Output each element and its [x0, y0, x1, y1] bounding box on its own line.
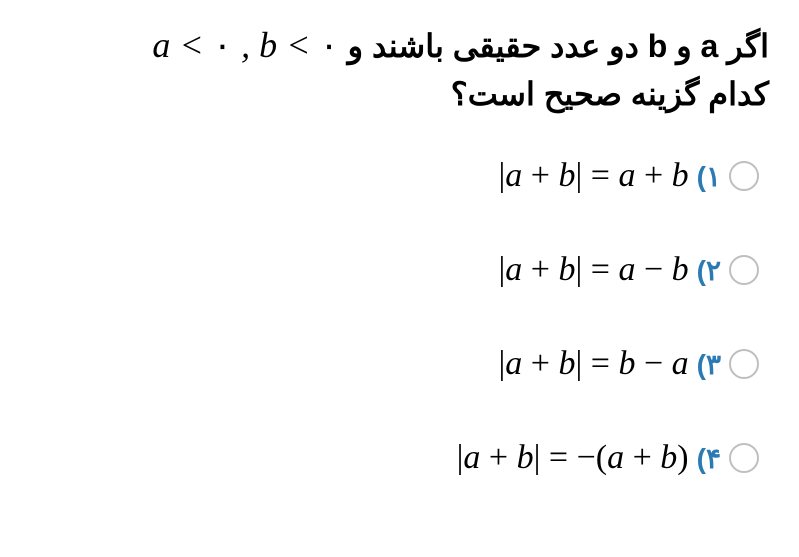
option-number-3: ۳): [697, 348, 721, 381]
option-math-3: |a + b| = b − a: [498, 345, 688, 383]
question-text-part2: دو عدد حقیقی باشند و: [339, 28, 639, 64]
question-text-and: و: [676, 28, 691, 64]
option-math-1: |a + b| = a + b: [498, 157, 688, 195]
question-container: اگر a و b دو عدد حقیقی باشند و a < ۰ , b…: [0, 0, 799, 557]
radio-3[interactable]: [729, 349, 759, 379]
radio-4[interactable]: [729, 443, 759, 473]
option-math-4: |a + b| = −(a + b): [457, 439, 689, 477]
question-condition-math: a < ۰ , b < ۰: [152, 25, 338, 65]
question-text-var-b: b: [639, 28, 667, 64]
radio-1[interactable]: [729, 161, 759, 191]
radio-2[interactable]: [729, 255, 759, 285]
options-list: ۱) |a + b| = a + b ۲) |a + b| = a − b ۳)…: [30, 157, 769, 477]
option-row-4[interactable]: ۴) |a + b| = −(a + b): [30, 439, 769, 477]
option-row-1[interactable]: ۱) |a + b| = a + b: [30, 157, 769, 195]
option-number-2: ۲): [697, 254, 721, 287]
question-line-1: اگر a و b دو عدد حقیقی باشند و a < ۰ , b…: [30, 20, 769, 70]
option-math-2: |a + b| = a − b: [498, 251, 688, 289]
option-row-2[interactable]: ۲) |a + b| = a − b: [30, 251, 769, 289]
option-number-4: ۴): [697, 442, 721, 475]
option-row-3[interactable]: ۳) |a + b| = b − a: [30, 345, 769, 383]
option-number-1: ۱): [697, 160, 721, 193]
question-line-2: کدام گزینه صحیح است؟: [30, 72, 769, 117]
question-text-part1: اگر: [727, 28, 769, 64]
question-text-var-a: a: [692, 28, 719, 64]
